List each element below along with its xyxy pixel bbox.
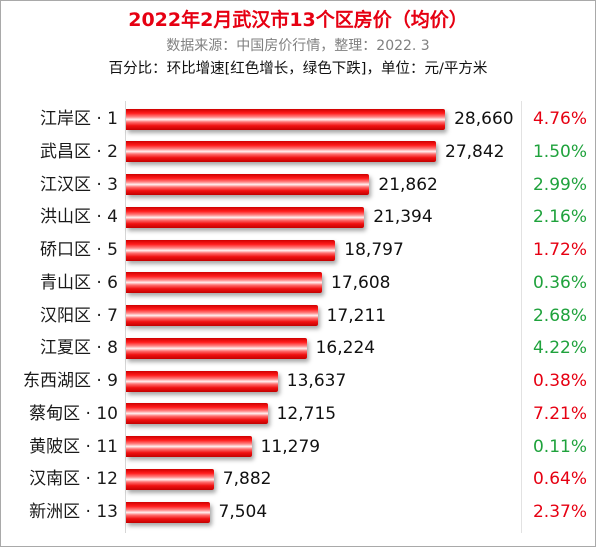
category-label-2: 武昌区 · 2 [39,141,118,162]
value-label-2: 27,842 [445,141,505,162]
category-label-1: 江岸区 · 1 [39,109,118,129]
bar-6 [126,272,322,294]
value-label-8: 16,224 [315,338,376,359]
change-label-10: 7.21% [532,403,587,424]
category-axis-line [125,101,126,533]
value-label-10: 12,715 [276,403,337,424]
category-label-6: 青山区 · 6 [39,272,118,293]
bar-11 [126,436,252,457]
bar-13 [126,501,210,523]
bar-4 [126,206,365,228]
change-label-8: 4.22% [532,338,587,359]
bar-5 [126,239,336,261]
value-label-4: 21,394 [373,207,433,228]
column-divider [521,101,522,533]
category-label-5: 硚口区 · 5 [39,240,118,260]
change-label-12: 0.64% [532,469,587,490]
change-label-2: 1.50% [532,141,587,162]
bar-1 [126,108,446,130]
change-label-1: 4.76% [532,109,587,129]
value-label-11: 11,279 [260,436,321,457]
category-label-4: 洪山区 · 4 [39,207,118,228]
category-label-3: 江汉区 · 3 [39,174,118,195]
value-label-3: 21,862 [378,174,438,195]
value-label-5: 18,797 [344,240,404,260]
change-label-7: 2.68% [532,305,587,326]
change-label-3: 2.99% [532,174,587,195]
value-label-7: 17,211 [326,305,387,326]
change-label-13: 2.37% [532,502,587,522]
category-label-8: 江夏区 · 8 [39,338,118,359]
value-label-6: 17,608 [331,272,391,293]
category-label-13: 新洲区 · 13 [29,502,118,522]
bar-10 [126,403,268,425]
category-label-9: 东西湖区 · 9 [22,371,118,391]
category-label-10: 蔡甸区 · 10 [29,403,118,424]
change-label-11: 0.11% [532,436,587,457]
change-label-4: 2.16% [532,207,587,228]
bar-7 [126,305,318,326]
bar-9 [126,370,278,392]
chart-note: 百分比：环比增速[红色增长，绿色下跌]，单位：元/平方米 [108,61,488,77]
change-label-5: 1.72% [532,240,587,260]
bar-8 [126,337,307,359]
change-label-6: 0.36% [532,272,587,293]
category-label-12: 汉南区 · 12 [29,469,118,490]
change-label-9: 0.38% [532,371,587,391]
bar-3 [126,174,370,195]
value-label-1: 28,660 [454,109,514,129]
bar-12 [126,468,214,490]
category-label-11: 黄陂区 · 11 [29,436,118,457]
data-source: 数据来源：中国房价行情，整理：2022. 3 [166,38,430,54]
value-label-12: 7,882 [222,469,272,490]
category-label-7: 汉阳区 · 7 [39,305,118,326]
chart-title: 2022年2月武汉市13个区房价（均价） [128,9,468,31]
value-label-9: 13,637 [286,371,347,391]
bar-2 [126,141,436,163]
value-label-13: 7,504 [218,502,268,522]
